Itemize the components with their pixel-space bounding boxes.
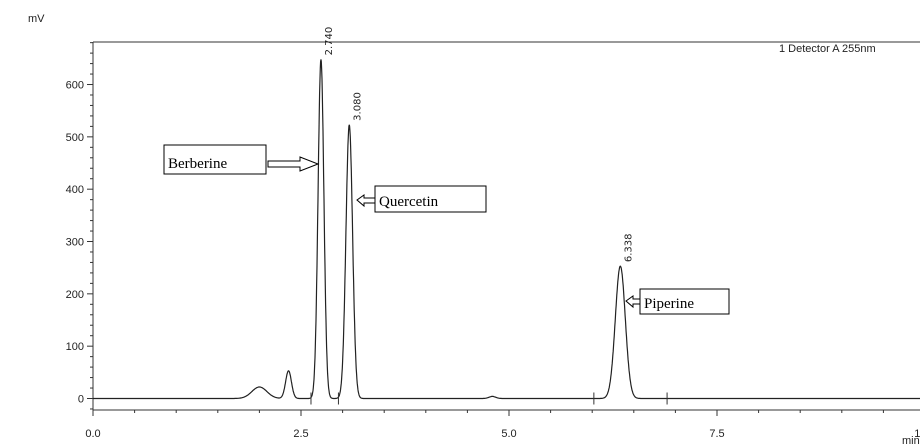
- peak-annotations: Berberine Quercetin Piperine: [163, 144, 730, 315]
- x-tick-label: 7.5: [709, 428, 724, 440]
- x-axis: 0.0 2.5 5.0 7.5 10.0: [85, 410, 920, 440]
- compound-label-text: Berberine: [168, 156, 227, 172]
- peak-rt-label: 2.740: [324, 27, 335, 56]
- peak-labels: 2.740 3.080 6.338: [324, 27, 634, 262]
- compound-label: Berberine: [163, 144, 320, 175]
- x-tick-label: 5.0: [501, 428, 516, 440]
- x-tick-label: 0.0: [85, 428, 100, 440]
- compound-label-box: [163, 144, 267, 175]
- arrow-icon: [625, 295, 641, 309]
- arrow-icon: [356, 194, 376, 208]
- y-tick-label: 100: [66, 341, 84, 353]
- y-tick-label: 300: [66, 237, 84, 249]
- compound-label-text: Quercetin: [379, 194, 439, 210]
- legend-detector: 1 Detector A 255nm: [779, 43, 876, 55]
- plot-frame: [92, 41, 920, 411]
- compound-label-box: [374, 185, 487, 213]
- x-tick-label: 10.0: [914, 428, 920, 440]
- compound-label: Piperine: [625, 288, 730, 315]
- chromatogram-trace: [93, 59, 920, 400]
- y-unit-label: mV: [28, 13, 45, 25]
- integration-markers: [310, 392, 668, 405]
- peak-rt-label: 6.338: [623, 233, 634, 262]
- y-tick-label: 600: [66, 80, 84, 92]
- x-tick-label: 2.5: [293, 428, 308, 440]
- peak-rt-label: 3.080: [352, 92, 363, 121]
- compound-label: Quercetin: [356, 185, 487, 213]
- compound-label-text: Piperine: [644, 296, 694, 312]
- y-tick-label: 500: [66, 132, 84, 144]
- y-tick-label: 400: [66, 184, 84, 196]
- compound-label-box: [639, 288, 730, 315]
- y-axis: 0 100 200 300 400 500 600: [66, 42, 93, 410]
- arrow-icon: [267, 156, 320, 172]
- x-unit-label: min: [902, 435, 920, 447]
- y-tick-label: 0: [78, 394, 84, 406]
- y-tick-label: 200: [66, 289, 84, 301]
